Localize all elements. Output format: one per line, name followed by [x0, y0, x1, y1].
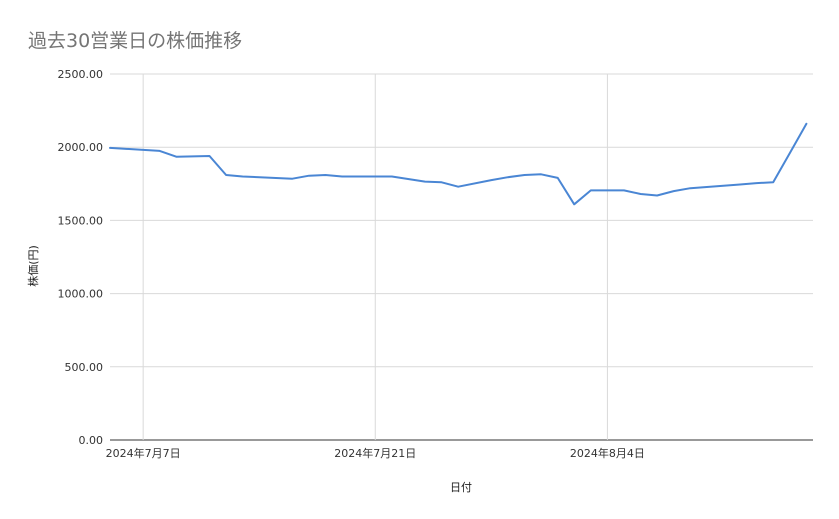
x-axis-label: 日付 — [450, 481, 472, 494]
y-tick-label: 1000.00 — [58, 288, 104, 301]
x-tick-label: 2024年7月7日 — [106, 446, 181, 460]
series-layer — [109, 122, 808, 206]
series-line — [109, 122, 808, 206]
chart-title: 過去30営業日の株価推移 — [28, 30, 243, 52]
y-tick-label: 2500.00 — [58, 68, 104, 81]
x-tick-label: 2024年8月4日 — [570, 446, 645, 460]
y-tick-label: 2000.00 — [58, 141, 104, 154]
tick-labels: 0.00 500.00 1000.00 1500.00 2000.00 2500.00 20… — [58, 68, 645, 460]
y-tick-label: 0.00 — [79, 434, 104, 447]
grid — [110, 73, 813, 441]
x-tick-label: 2024年7月21日 — [334, 446, 416, 460]
y-tick-label: 1500.00 — [58, 214, 104, 227]
y-axis-label: 株価(円) — [26, 245, 40, 287]
y-tick-label: 500.00 — [65, 361, 104, 374]
